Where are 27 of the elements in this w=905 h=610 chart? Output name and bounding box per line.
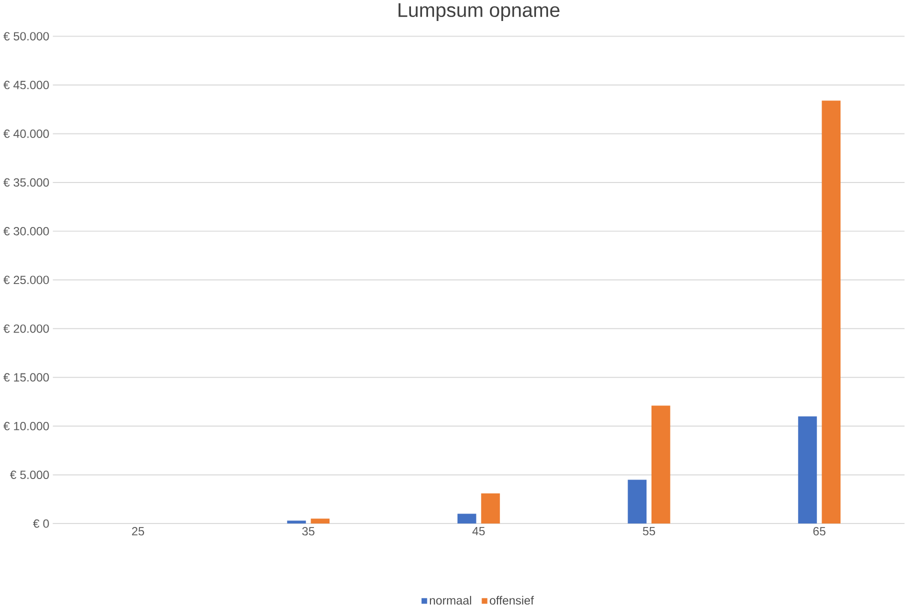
legend-label: offensief: [490, 596, 534, 605]
y-tick-label: € 50.000: [3, 32, 49, 40]
chart-title: Lumpsum opname: [398, 3, 560, 21]
bar: [628, 480, 647, 524]
x-tick-label: 35: [302, 527, 314, 536]
bar: [481, 493, 500, 524]
x-tick-label: 25: [132, 527, 144, 536]
bar: [287, 520, 306, 524]
bar: [651, 406, 670, 524]
x-tick-label: 55: [642, 527, 656, 536]
y-tick-label: € 25.000: [3, 276, 49, 284]
legend-label: normaal: [430, 596, 472, 605]
bar: [457, 514, 476, 524]
y-tick-label: € 10.000: [3, 422, 49, 430]
bar: [822, 100, 841, 524]
bar: [798, 416, 817, 524]
y-tick-label: € 45.000: [3, 80, 49, 90]
y-tick-label: € 5.000: [10, 470, 49, 480]
y-tick-label: € 0: [33, 519, 49, 528]
y-tick-label: € 15.000: [3, 373, 49, 382]
x-tick-label: 65: [813, 527, 826, 536]
y-tick-label: € 20.000: [3, 324, 49, 333]
x-tick-label: 45: [472, 527, 485, 536]
y-tick-label: € 30.000: [3, 227, 49, 236]
y-tick-label: € 35.000: [3, 178, 49, 187]
bar: [310, 518, 330, 524]
y-tick-label: € 40.000: [3, 130, 49, 138]
